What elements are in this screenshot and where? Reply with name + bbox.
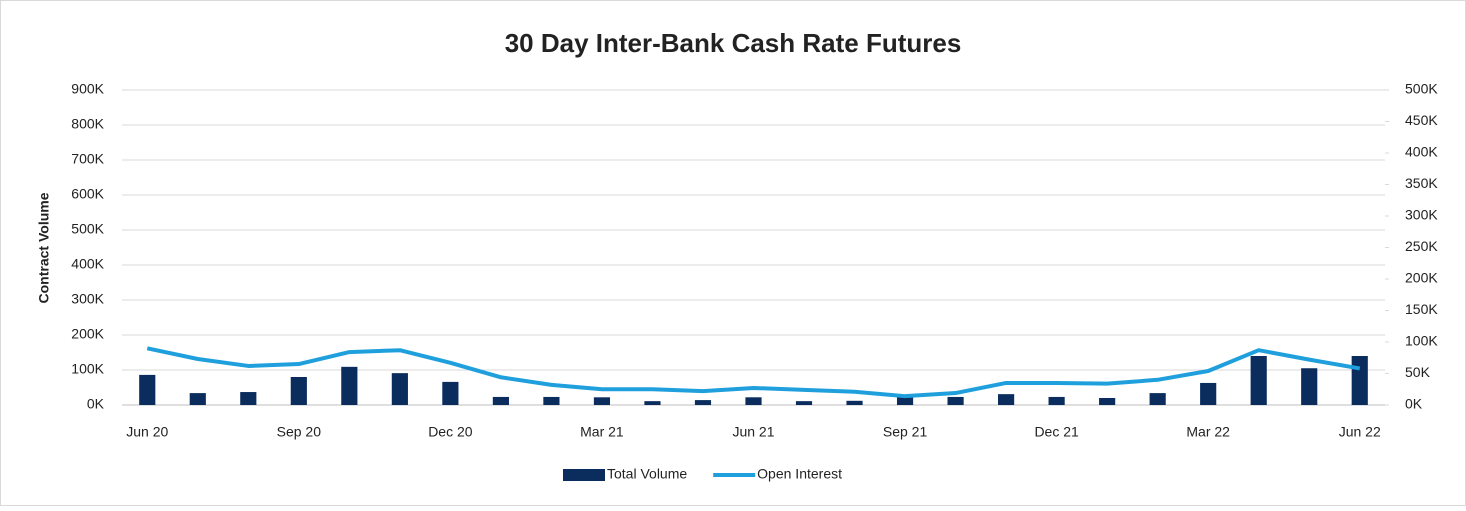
y-tick-label: 0K — [87, 396, 105, 412]
y-tick-label: 200K — [71, 326, 104, 342]
x-tick-label: Jun 21 — [732, 424, 774, 440]
x-tick-label: Jun 22 — [1339, 424, 1381, 440]
y2-tick-label: 50K — [1405, 364, 1431, 380]
bar — [694, 400, 712, 405]
legend-label: Open Interest — [757, 466, 842, 482]
bar — [139, 374, 156, 405]
line-series — [146, 346, 1361, 399]
y-tick-label: 400K — [71, 256, 104, 272]
bar — [998, 394, 1015, 405]
y-tick-label: 900K — [71, 81, 104, 97]
bar — [947, 396, 964, 405]
y-tick-label: 100K — [71, 361, 104, 377]
bar — [189, 393, 206, 405]
x-tick-label: Sep 21 — [883, 424, 928, 440]
bar — [1149, 393, 1166, 405]
x-tick-label: Mar 22 — [1186, 424, 1230, 440]
bar — [795, 401, 813, 405]
bar — [846, 400, 863, 405]
y2-tick-label: 150K — [1405, 301, 1438, 317]
bar — [492, 396, 509, 405]
bar — [644, 401, 661, 405]
x-tick-label: Dec 21 — [1034, 424, 1079, 440]
bar — [341, 366, 358, 405]
y2-tick-label: 450K — [1405, 112, 1438, 128]
x-tick-label: Dec 20 — [428, 424, 473, 440]
x-tick-label: Sep 20 — [277, 424, 322, 440]
legend-swatch — [563, 469, 605, 481]
y2-tick-label: 400K — [1405, 144, 1438, 160]
y-tick-label: 300K — [71, 291, 104, 307]
bar — [1351, 356, 1368, 405]
bar — [593, 397, 611, 405]
bar — [1200, 382, 1217, 405]
bar — [442, 381, 459, 405]
x-tick-label: Jun 20 — [126, 424, 168, 440]
bar — [543, 396, 560, 405]
legend-label: Total Volume — [607, 466, 687, 482]
y-axis-title: Contract Volume — [36, 192, 52, 303]
y2-tick-label: 100K — [1405, 333, 1438, 349]
y2-tick-label: 250K — [1405, 238, 1438, 254]
y2-tick-label: 200K — [1405, 270, 1438, 286]
bar — [896, 397, 914, 405]
bar — [1301, 368, 1318, 405]
bar — [290, 377, 307, 405]
bar — [1250, 356, 1267, 405]
y-tick-label: 700K — [71, 151, 104, 167]
y2-tick-label: 300K — [1405, 207, 1438, 223]
y-tick-label: 800K — [71, 116, 104, 132]
y2-tick-label: 350K — [1405, 175, 1438, 191]
y-tick-label: 500K — [71, 221, 104, 237]
bar — [1048, 396, 1065, 405]
bar — [745, 397, 762, 405]
bar — [240, 392, 257, 405]
y2-tick-label: 0K — [1405, 396, 1423, 412]
y2-tick-label: 500K — [1405, 81, 1438, 97]
bar — [1099, 398, 1116, 405]
y-tick-label: 600K — [71, 186, 104, 202]
bar — [391, 373, 408, 405]
chart-title: 30 Day Inter-Bank Cash Rate Futures — [505, 28, 962, 58]
x-tick-label: Mar 21 — [580, 424, 624, 440]
